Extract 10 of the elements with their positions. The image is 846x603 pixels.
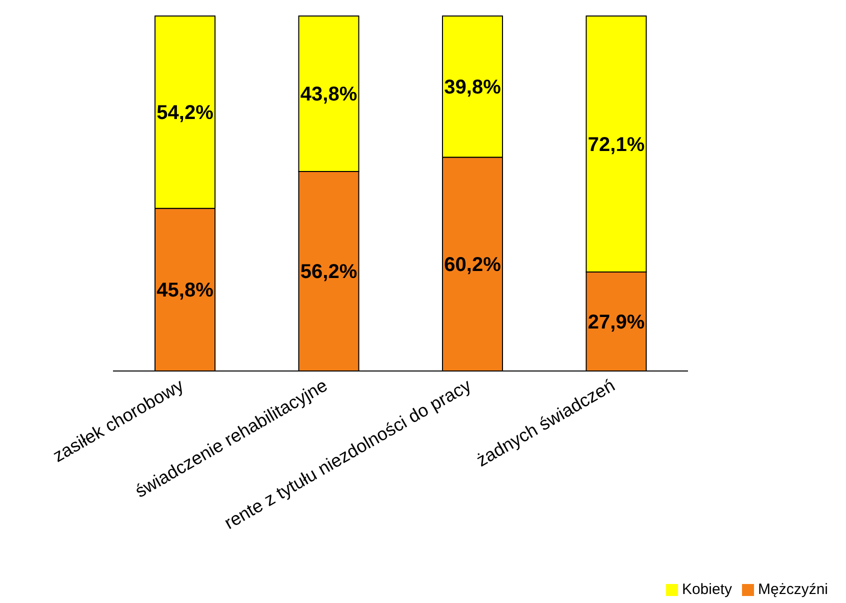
- data-label: 60,2%: [444, 254, 502, 276]
- data-label: 45,8%: [156, 280, 214, 302]
- data-label: 43,8%: [300, 84, 358, 106]
- data-label: 72,1%: [588, 134, 645, 156]
- data-label: 39,8%: [444, 76, 502, 99]
- legend-label: Mężczyźni: [758, 581, 828, 598]
- data-label: 54,2%: [156, 102, 214, 124]
- data-label: 56,2%: [300, 261, 358, 284]
- legend-label: Kobiety: [682, 581, 732, 598]
- data-label: 27,9%: [588, 311, 645, 334]
